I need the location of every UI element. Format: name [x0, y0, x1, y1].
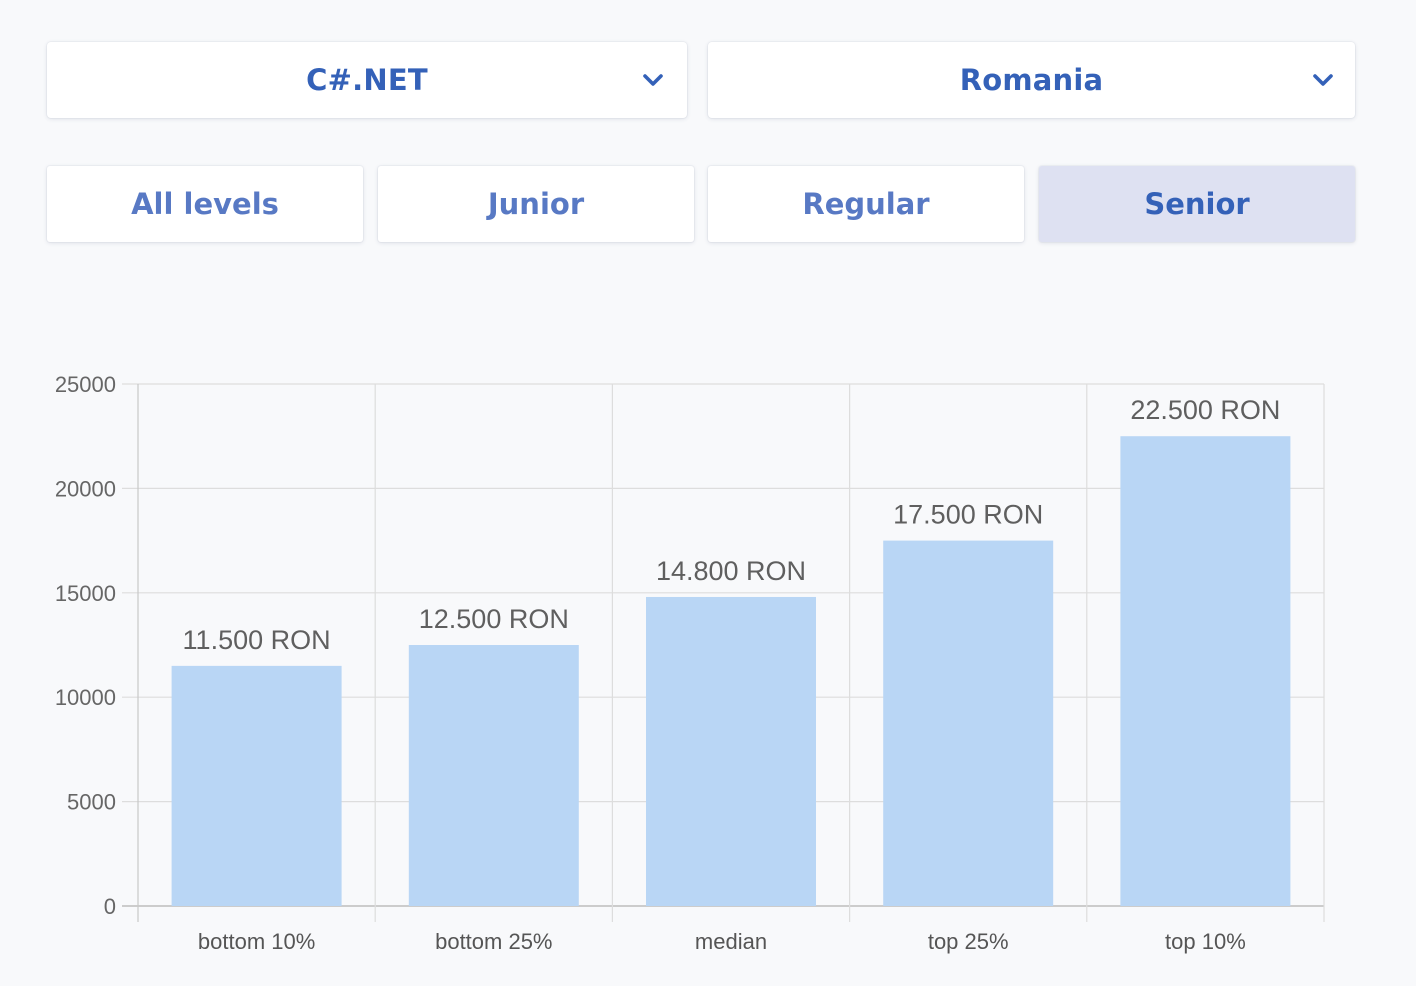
bar	[408, 645, 579, 906]
language-dropdown-value: C#.NET	[306, 63, 428, 97]
bar-value-label: 22.500 RON	[1130, 395, 1280, 425]
bar	[171, 665, 342, 906]
country-dropdown[interactable]: Romania	[708, 42, 1355, 118]
x-category-label: bottom 25%	[435, 929, 552, 954]
x-category-label: top 25%	[928, 929, 1009, 954]
bar	[646, 596, 816, 906]
chevron-down-icon	[1313, 74, 1333, 86]
bar	[1120, 436, 1291, 906]
y-tick-label: 5000	[67, 790, 116, 815]
level-tab-senior[interactable]: Senior	[1039, 166, 1355, 242]
chevron-down-icon	[643, 74, 663, 86]
bar-value-label: 14.800 RON	[656, 556, 806, 586]
y-tick-label: 10000	[55, 685, 116, 710]
bar-value-label: 17.500 RON	[893, 500, 1043, 530]
x-category-label: top 10%	[1165, 929, 1246, 954]
country-dropdown-value: Romania	[959, 63, 1104, 97]
bar-value-label: 11.500 RON	[183, 625, 331, 655]
level-tab-junior[interactable]: Junior	[378, 166, 694, 242]
bar	[883, 540, 1054, 906]
y-tick-label: 20000	[55, 476, 116, 501]
y-tick-label: 0	[104, 894, 116, 919]
level-tab-all-levels[interactable]: All levels	[47, 166, 363, 242]
y-tick-label: 15000	[55, 581, 116, 606]
x-category-label: median	[695, 929, 767, 954]
level-tab-regular[interactable]: Regular	[708, 166, 1024, 242]
language-dropdown[interactable]: C#.NET	[47, 42, 687, 118]
bar-value-label: 12.500 RON	[419, 604, 569, 634]
x-category-label: bottom 10%	[198, 929, 315, 954]
y-tick-label: 25000	[55, 372, 116, 397]
